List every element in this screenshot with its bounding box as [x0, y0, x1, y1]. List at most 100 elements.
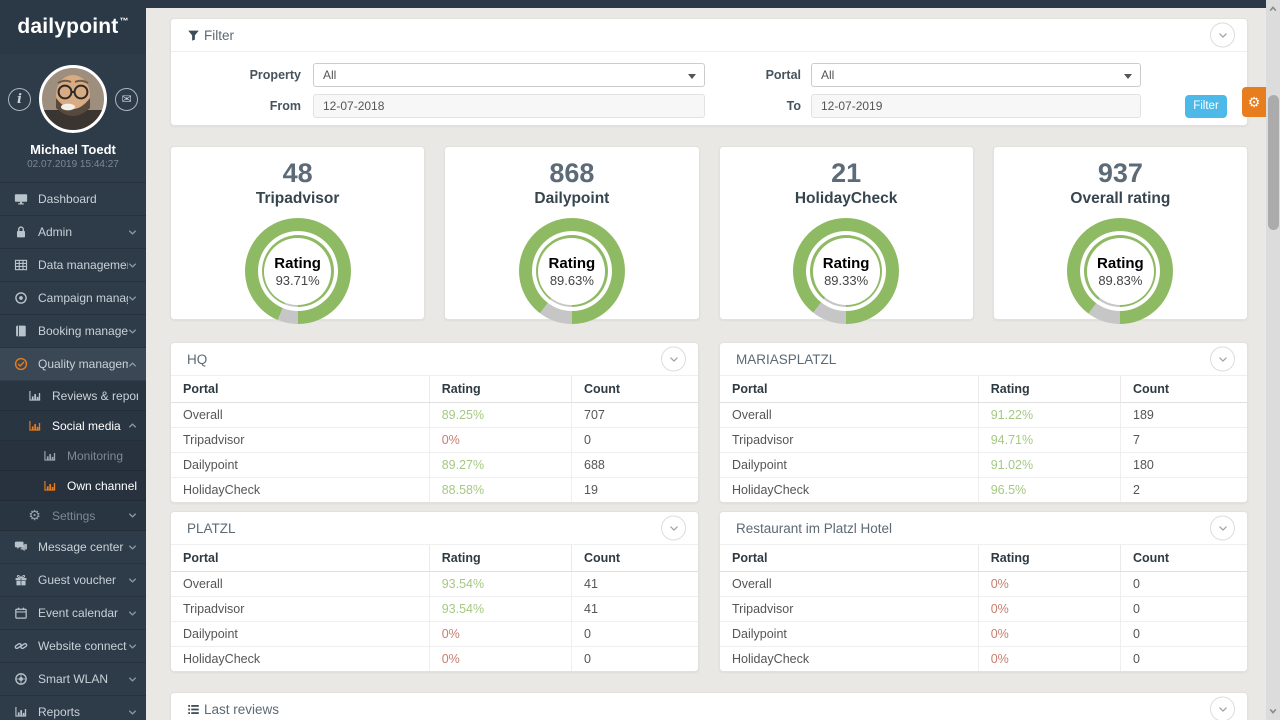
- list-icon: [187, 703, 200, 716]
- top-bar: [146, 0, 1266, 8]
- filter-submit-button[interactable]: Filter: [1185, 94, 1227, 118]
- chevron-down-icon: [128, 294, 138, 303]
- table-collapse-button[interactable]: [661, 515, 686, 541]
- portal-column-header: Portal: [720, 545, 979, 572]
- sidebar-item-smart-wlan[interactable]: Smart WLAN: [0, 663, 146, 696]
- rating-donut-chart: Rating 89.63%: [518, 218, 625, 324]
- portal-cell: Dailypoint: [171, 452, 430, 478]
- rating-column-header: Rating: [978, 545, 1122, 572]
- from-date-input[interactable]: [313, 94, 705, 118]
- portal-cell: Dailypoint: [720, 452, 979, 478]
- portal-cell: Dailypoint: [171, 621, 430, 647]
- rating-column-header: Rating: [429, 545, 573, 572]
- rating-column-header: Rating: [429, 376, 573, 403]
- sidebar-item-website-connect[interactable]: Website connect: [0, 630, 146, 663]
- sidebar-item-monitoring[interactable]: Monitoring: [0, 441, 146, 471]
- property-label: Property: [249, 68, 301, 82]
- table-row: Overall 93.54% 41: [171, 571, 698, 597]
- portal-name: Dailypoint: [534, 190, 610, 207]
- sidebar-item-dashboard[interactable]: Dashboard: [0, 183, 146, 216]
- settings-gear-button[interactable]: ⚙: [1242, 87, 1266, 117]
- check-circle-icon: [13, 357, 28, 372]
- table-row: Overall 0% 0: [720, 571, 1247, 597]
- table-header-row: Portal Rating Count: [720, 376, 1247, 403]
- table-collapse-button[interactable]: [1210, 346, 1235, 372]
- count-cell: 0: [1120, 596, 1247, 622]
- sidebar-item-event-calendar[interactable]: Event calendar: [0, 597, 146, 630]
- table-row: Dailypoint 0% 0: [720, 621, 1247, 647]
- table-row: HolidayCheck 96.5% 2: [720, 477, 1247, 502]
- table-row: Tripadvisor 0% 0: [171, 427, 698, 453]
- property-table-restaurant-im-platzl-hotel: Restaurant im Platzl Hotel Portal Rating…: [719, 511, 1248, 672]
- sidebar-item-admin[interactable]: Admin: [0, 216, 146, 249]
- count-column-header: Count: [571, 376, 698, 403]
- sidebar-item-campaign-manager[interactable]: Campaign manager: [0, 282, 146, 315]
- review-count: 868: [549, 158, 595, 188]
- gear-icon: ⚙: [28, 507, 41, 524]
- portal-label: Portal: [765, 68, 801, 82]
- chevron-up-icon: [128, 360, 138, 369]
- sidebar-item-message-center[interactable]: Message center: [0, 531, 146, 564]
- to-date-input[interactable]: [811, 94, 1141, 118]
- review-count: 21: [831, 158, 862, 188]
- info-icon[interactable]: i: [8, 87, 31, 111]
- rating-cell: 94.71%: [978, 427, 1122, 453]
- chevron-up-icon: [128, 421, 138, 430]
- count-column-header: Count: [1120, 376, 1247, 403]
- scroll-down-arrow[interactable]: [1266, 704, 1280, 718]
- stat-card: 48 Tripadvisor Rating 93.71%: [170, 146, 426, 324]
- rating-cell: 91.22%: [978, 402, 1122, 428]
- rating-cell: 91.02%: [978, 452, 1122, 478]
- monitor-icon: [13, 192, 28, 207]
- link-icon: [13, 639, 28, 654]
- portal-select[interactable]: All: [811, 63, 1141, 87]
- property-tables-grid: HQ Portal Rating Count Overall 89.25% 70…: [170, 342, 1248, 672]
- count-cell: 19: [584, 483, 598, 497]
- table-row: Tripadvisor 94.71% 7: [720, 427, 1247, 453]
- rating-cell: 0%: [429, 621, 573, 647]
- count-column-header: Count: [1120, 545, 1247, 572]
- table-collapse-button[interactable]: [661, 346, 686, 372]
- rating-percentage: 89.63%: [549, 272, 594, 288]
- filter-collapse-button[interactable]: [1210, 22, 1235, 48]
- sidebar-item-settings[interactable]: ⚙ Settings: [0, 501, 146, 531]
- rating-donut-chart: Rating 89.83%: [1067, 218, 1174, 324]
- count-cell: 7: [1120, 427, 1247, 453]
- rating-cell: 0%: [429, 646, 573, 671]
- sidebar-item-data-management[interactable]: Data management: [0, 249, 146, 282]
- scrollbar-thumb[interactable]: [1267, 95, 1279, 230]
- chevron-down-icon: [128, 708, 138, 717]
- property-table-platzl: PLATZL Portal Rating Count Overall 93.54…: [170, 511, 699, 672]
- filter-panel: Filter Property All Portal All From: [170, 18, 1248, 126]
- scroll-up-arrow[interactable]: [1266, 2, 1280, 16]
- property-select[interactable]: All: [313, 63, 705, 87]
- last-reviews-collapse-button[interactable]: [1210, 696, 1235, 720]
- chevron-down-icon: [128, 675, 138, 684]
- rating-cell: 0%: [978, 646, 1122, 671]
- sidebar-item-reports[interactable]: Reports: [0, 696, 146, 720]
- sidebar-item-reviews-reports[interactable]: Reviews & reports: [0, 381, 146, 411]
- table-header-row: Portal Rating Count: [171, 376, 698, 403]
- rating-cell: 0%: [978, 621, 1122, 647]
- sidebar-item-quality-management[interactable]: Quality management: [0, 348, 146, 381]
- rating-label: Rating: [1097, 254, 1144, 272]
- count-cell: 0: [571, 427, 698, 453]
- logo-trademark: ™: [119, 16, 129, 26]
- stat-cards-row: 48 Tripadvisor Rating 93.71% 868 Dailypo…: [170, 146, 1248, 324]
- sidebar-item-social-media[interactable]: Social media: [0, 411, 146, 441]
- table-row: HolidayCheck 88.58% 19: [171, 477, 698, 502]
- rating-percentage: 89.83%: [1098, 272, 1143, 288]
- count-cell: 41: [571, 571, 698, 597]
- table-collapse-button[interactable]: [1210, 515, 1235, 541]
- sidebar-item-booking-manager[interactable]: Booking manager: [0, 315, 146, 348]
- user-block: i: [0, 54, 146, 183]
- app-logo: dailypoint ™: [0, 0, 146, 54]
- last-reviews-panel: Last reviews: [170, 692, 1248, 720]
- sidebar-item-guest-voucher[interactable]: Guest voucher: [0, 564, 146, 597]
- chat-icon: [13, 540, 28, 555]
- lock-icon: [13, 225, 28, 240]
- sidebar-item-own-channel[interactable]: Own channel: [0, 471, 146, 501]
- mail-icon[interactable]: ✉: [115, 87, 138, 111]
- portal-cell: HolidayCheck: [171, 477, 430, 502]
